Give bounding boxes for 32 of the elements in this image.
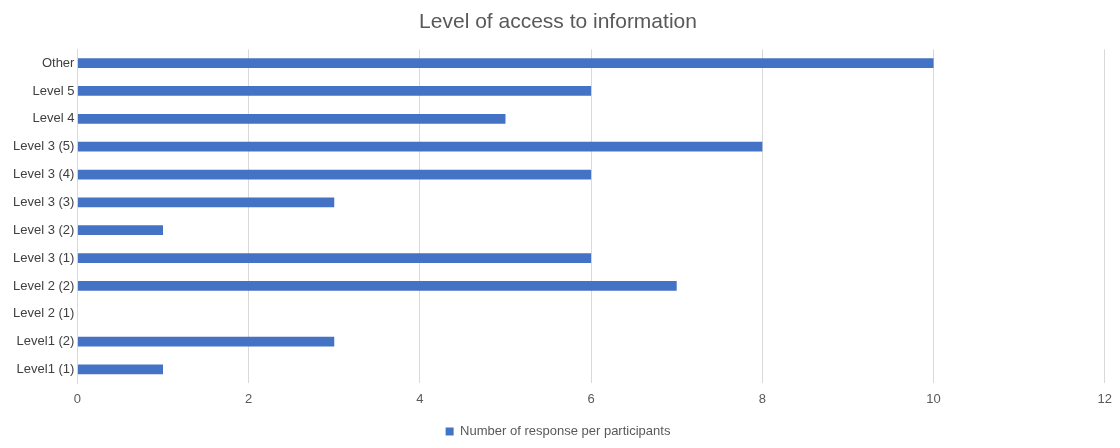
bar [77, 86, 592, 96]
x-tick-label: 10 [926, 390, 941, 406]
bar [77, 253, 592, 263]
y-tick-label: Level 3 (2) [13, 221, 75, 237]
bar [77, 113, 506, 124]
y-tick-label: Level1 (2) [16, 333, 75, 349]
y-tick-label: Other [41, 54, 76, 70]
y-tick-label: Level 2 (2) [13, 277, 75, 293]
bar [77, 141, 763, 152]
y-tick-label: Level1 (1) [16, 361, 75, 377]
bar [77, 281, 677, 291]
legend-label: Number of response per participants [460, 423, 671, 439]
y-tick-label: Level 4 [32, 110, 75, 126]
y-tick-label: Level 3 (5) [13, 138, 75, 154]
x-tick-label: 0 [73, 390, 82, 406]
x-tick-label: 2 [245, 390, 253, 406]
bar [77, 364, 164, 375]
x-tick-label: 4 [416, 390, 424, 406]
bar [77, 58, 934, 68]
y-tick-label: Level 3 (4) [13, 166, 75, 182]
x-tick-label: 6 [587, 390, 595, 406]
y-tick-label: Level 3 (1) [13, 249, 75, 265]
bar [77, 336, 335, 347]
y-tick-label: Level 3 (3) [13, 193, 75, 209]
x-tick-label: 8 [758, 390, 766, 406]
bar [77, 225, 164, 236]
y-tick-label: Level 2 (1) [13, 305, 75, 321]
y-tick-label: Level 5 [32, 82, 75, 98]
bar [77, 169, 592, 180]
bar [77, 197, 335, 208]
chart-title: Level of access to information [419, 9, 697, 33]
x-tick-label: 12 [1097, 390, 1112, 406]
